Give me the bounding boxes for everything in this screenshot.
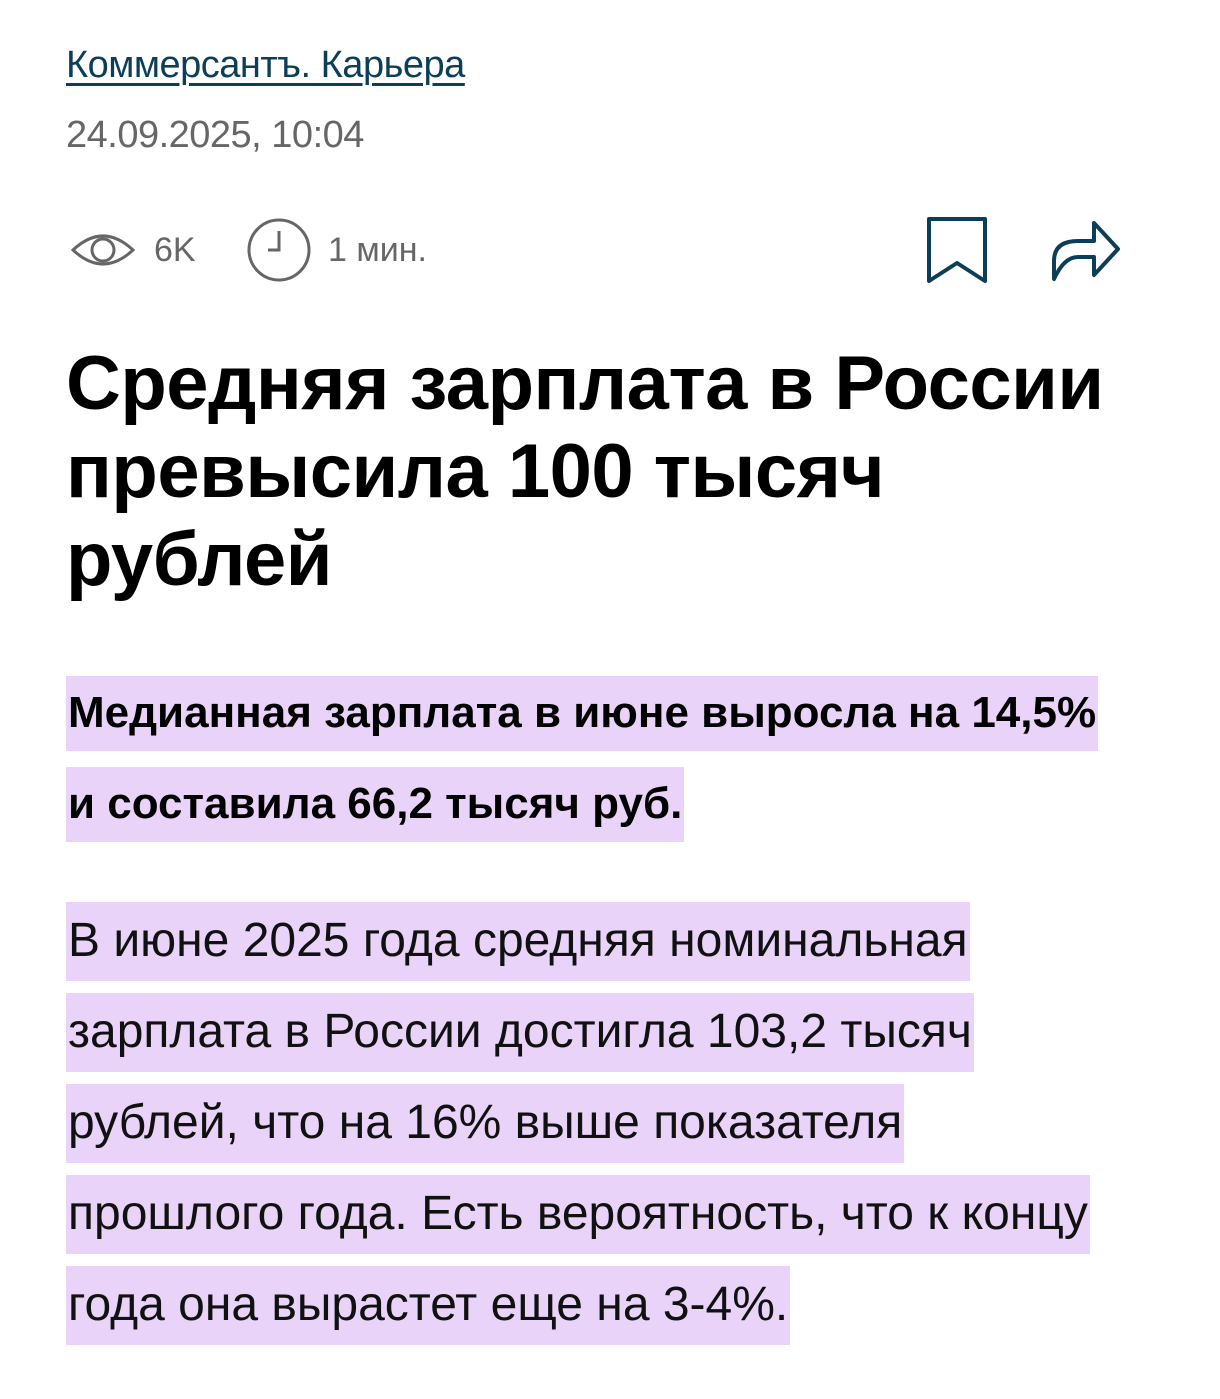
eye-icon bbox=[70, 234, 136, 266]
read-time: 1 мин. bbox=[246, 215, 427, 285]
article-body: В июне 2025 года средняя номинальная зар… bbox=[66, 895, 1126, 1350]
bookmark-icon bbox=[927, 217, 987, 283]
share-button[interactable] bbox=[1050, 215, 1122, 285]
views-count: 6K bbox=[154, 230, 196, 269]
article-title: Средняя зарплата в России превысила 100 … bbox=[66, 341, 1104, 602]
clock-icon bbox=[247, 218, 311, 282]
publish-date: 24.09.2025, 10:04 bbox=[66, 114, 364, 156]
read-time-label: 1 мин. bbox=[328, 230, 427, 269]
bookmark-button[interactable] bbox=[926, 215, 988, 285]
article-lead: Медианная зарплата в июне выросла на 14,… bbox=[66, 667, 1126, 849]
share-icon bbox=[1052, 221, 1120, 281]
views-counter: 6K bbox=[70, 215, 196, 285]
lead-text: Медианная зарплата в июне выросла на 14,… bbox=[66, 676, 1099, 842]
body-text: В июне 2025 года средняя номинальная зар… bbox=[66, 902, 1090, 1345]
article-meta: 6K 1 мин. bbox=[66, 215, 1126, 285]
source-link[interactable]: Коммерсантъ. Карьера bbox=[66, 44, 465, 86]
